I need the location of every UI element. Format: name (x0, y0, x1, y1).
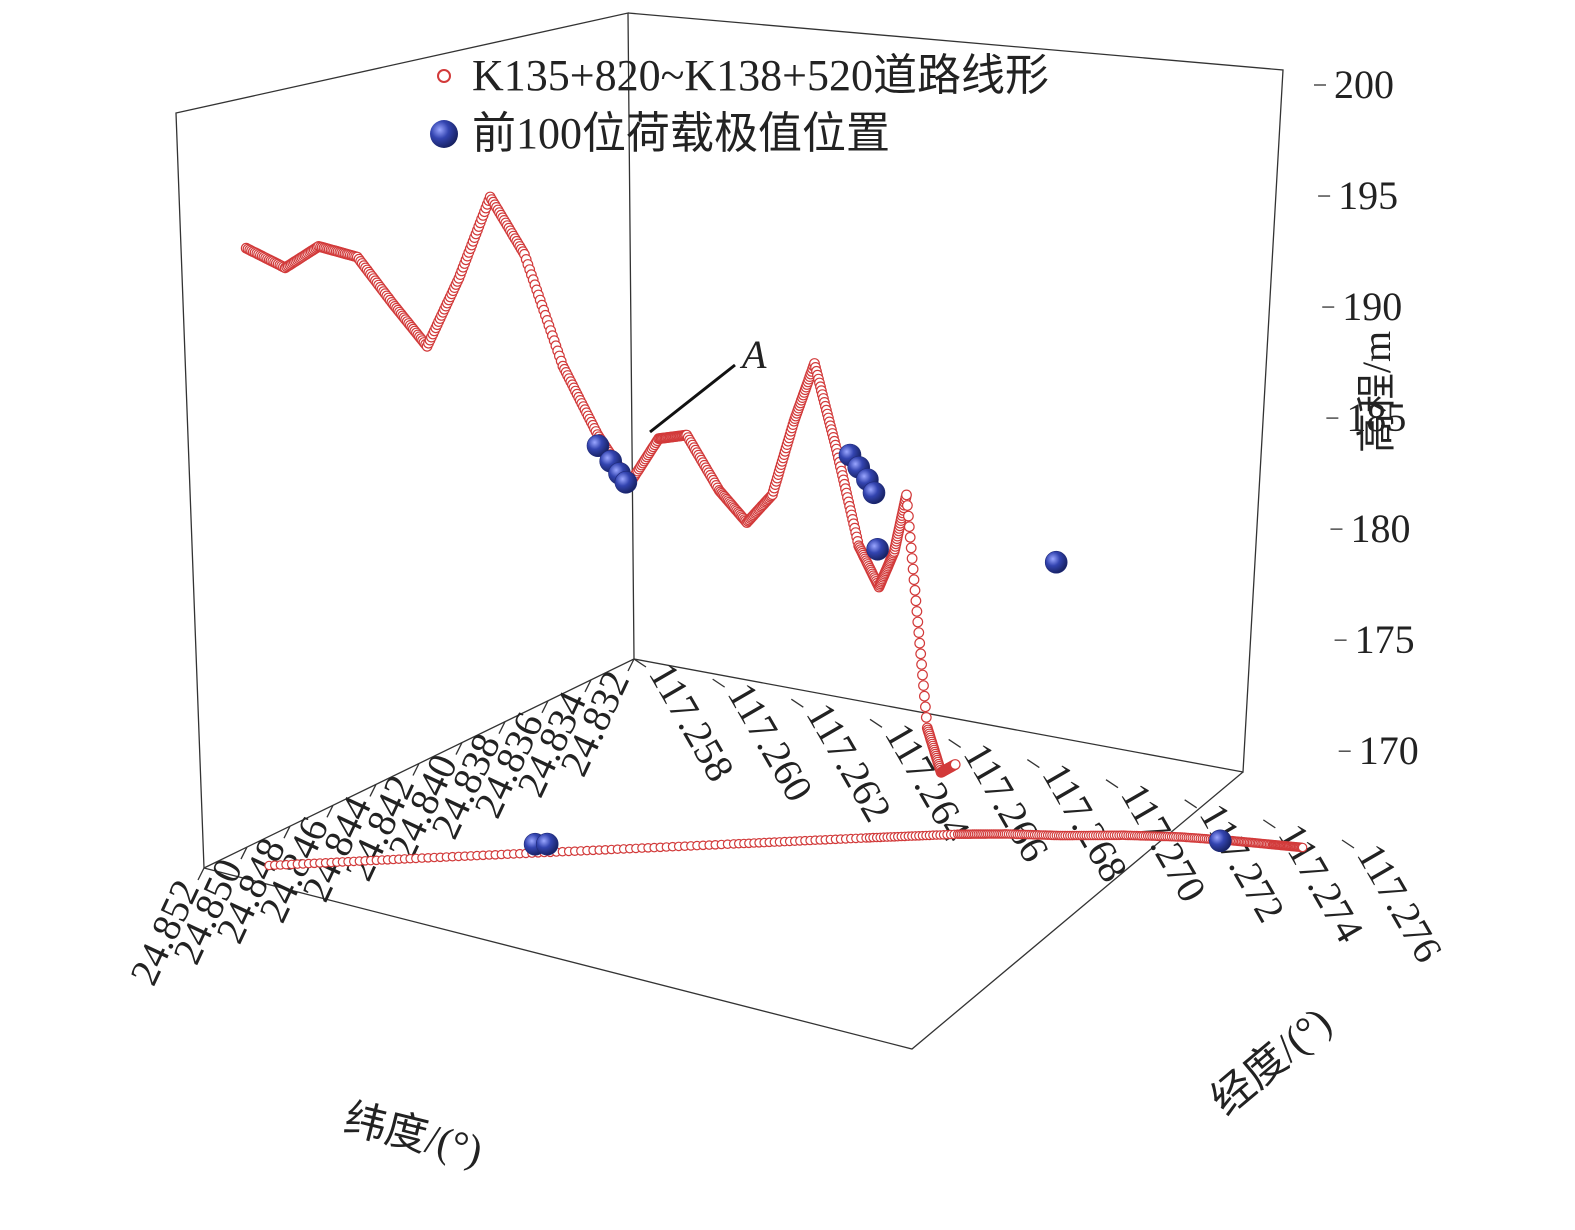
load-point (535, 832, 559, 856)
axes-frame (175, 12, 1284, 1050)
road-point (901, 489, 912, 501)
road-point (904, 531, 916, 543)
y-tick (869, 718, 883, 728)
axis-ticks (197, 84, 1355, 881)
z-tick-label: 185 (1346, 395, 1406, 440)
road-point (914, 637, 926, 649)
y-tick (1105, 779, 1119, 789)
x-tick (197, 867, 205, 881)
y-tick (790, 698, 804, 708)
legend-road-marker (437, 69, 451, 83)
z-tick-label: 195 (1338, 173, 1398, 218)
road-point (919, 690, 930, 702)
y-tick (712, 678, 726, 688)
y-tick-label: 117.274 (1270, 816, 1373, 950)
road-point (920, 701, 931, 713)
road-point (902, 500, 913, 511)
road-plan-projection (264, 829, 1308, 871)
x-tick (326, 805, 334, 818)
road-point (920, 712, 932, 723)
y-tick (633, 658, 647, 668)
road-point (913, 627, 925, 638)
x-tick (627, 658, 635, 672)
load-point (866, 537, 889, 561)
road-profile-series (240, 191, 961, 778)
load-point (862, 481, 886, 505)
legend: K135+820~K138+520道路线形 前100位荷载极值位置 (430, 51, 1049, 158)
y-axis-title: 经度/(°) (1203, 999, 1340, 1125)
z-axis-title: 高程/m (1354, 331, 1399, 453)
z-tick-label: 170 (1359, 728, 1419, 773)
x-axis-title: 纬度/(°) (339, 1096, 486, 1175)
annotation-a: A (649, 332, 767, 434)
z-tick-label: 175 (1355, 617, 1415, 662)
road-point (911, 606, 923, 617)
legend-load-label: 前100位荷载极值位置 (472, 109, 890, 158)
load-point (586, 434, 610, 458)
road-point (916, 659, 927, 670)
road-point (918, 680, 929, 691)
x-tick (369, 784, 377, 797)
y-tick-label: 117.272 (1191, 796, 1294, 930)
load-point (1044, 550, 1068, 574)
y-tick-label: 117.258 (640, 655, 743, 789)
road-point (907, 563, 919, 575)
z-tick-label: 190 (1342, 284, 1402, 329)
x-tick (283, 825, 291, 839)
road-point (908, 574, 920, 586)
y-tick-label: 117.260 (719, 675, 822, 809)
road-point (910, 595, 922, 607)
x-tick (498, 721, 506, 734)
z-tick-label: 180 (1350, 506, 1410, 551)
x-tick (412, 763, 420, 776)
annotation-a-label: A (739, 332, 767, 377)
y-tick (1026, 759, 1040, 769)
y-tick-label: 117.266 (955, 735, 1058, 869)
x-tick (584, 679, 592, 693)
load-point (614, 470, 638, 494)
back-right-wall (627, 12, 1284, 773)
road-point (912, 616, 924, 628)
y-tick (1184, 799, 1198, 809)
floor-front-edges (203, 771, 1244, 1050)
axis-tick-labels: 24.85224.85024.84824.84624.84424.84224.8… (121, 62, 1452, 991)
road-point (906, 553, 918, 564)
road-point (949, 759, 961, 770)
annotation-a-leader (649, 363, 736, 434)
y-tick-label: 117.276 (1348, 836, 1451, 970)
load-point (1209, 829, 1232, 853)
y-tick (1262, 819, 1276, 829)
legend-load-marker (430, 120, 458, 148)
road-point (915, 648, 927, 660)
road-point (909, 584, 921, 596)
y-tick-label: 117.268 (1034, 756, 1137, 890)
x-tick (541, 700, 549, 714)
x-tick (455, 742, 463, 755)
road-point (903, 521, 915, 533)
y-tick (948, 738, 962, 748)
z-tick-label: 200 (1334, 62, 1394, 107)
plan-point (1297, 842, 1308, 853)
x-tick (240, 846, 248, 860)
road-point (917, 669, 928, 681)
load-extreme-series (523, 434, 1232, 856)
road-point (905, 542, 917, 554)
y-tick-label: 117.262 (798, 695, 901, 829)
road-point (903, 510, 914, 522)
y-tick (1341, 839, 1355, 849)
legend-road-label: K135+820~K138+520道路线形 (472, 51, 1049, 100)
